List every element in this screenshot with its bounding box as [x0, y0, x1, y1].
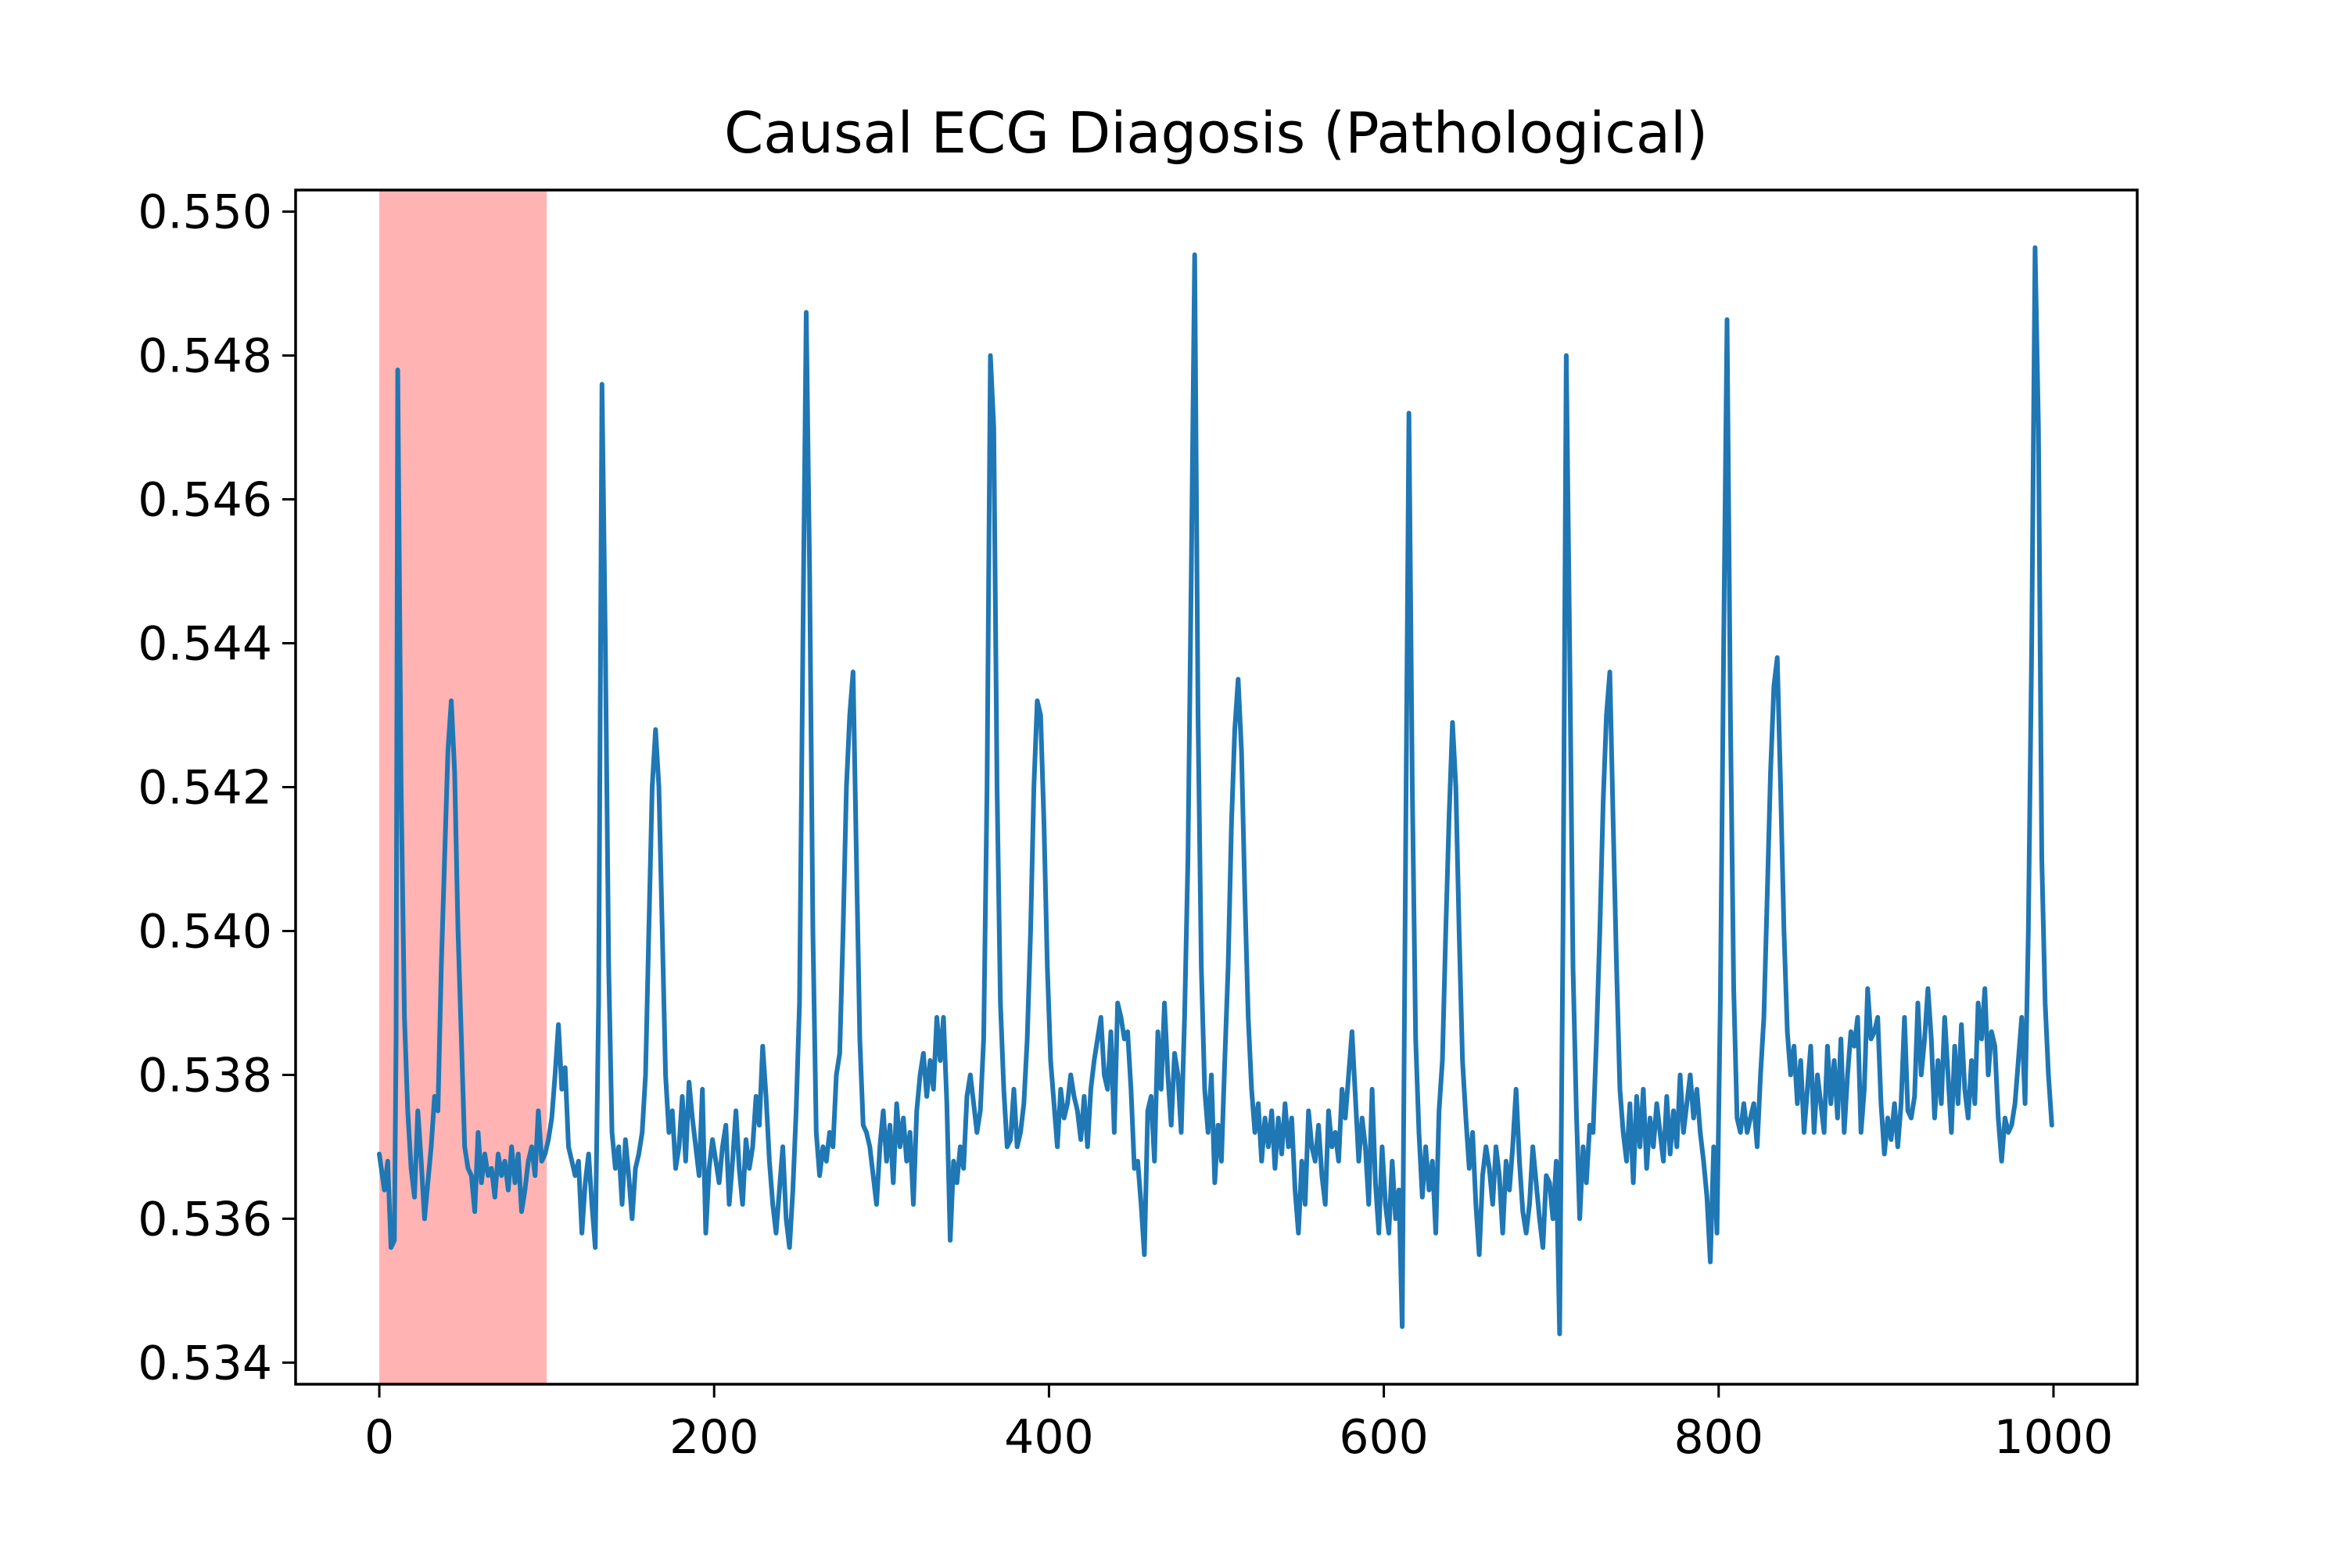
y-tick-label: 0.550	[138, 185, 272, 240]
y-tick-label: 0.542	[138, 761, 272, 816]
plot-area: 0 200 400 600 800 1000 0.534 0.536 0.538 0.540 0.5…	[138, 185, 2139, 1465]
y-tick-label: 0.538	[138, 1048, 272, 1103]
x-tick-label: 800	[1674, 1410, 1764, 1465]
y-tick-label: 0.536	[138, 1192, 272, 1247]
x-tick-label: 400	[1004, 1410, 1094, 1465]
y-tick-label: 0.544	[138, 617, 272, 672]
series-line-0	[377, 245, 2054, 1337]
y-tick-label: 0.548	[138, 329, 272, 384]
axes-frame	[294, 188, 2139, 1386]
x-tick-label: 1000	[1994, 1410, 2114, 1465]
x-tick-label: 200	[669, 1410, 759, 1465]
y-tick-label: 0.540	[138, 904, 272, 959]
y-tick-label: 0.534	[138, 1336, 272, 1390]
x-tick-label: 0	[364, 1410, 394, 1465]
x-tick-label: 600	[1339, 1410, 1429, 1465]
y-tick-label: 0.546	[138, 473, 272, 528]
chart-title: Causal ECG Diagosis (Pathological)	[724, 100, 1708, 166]
